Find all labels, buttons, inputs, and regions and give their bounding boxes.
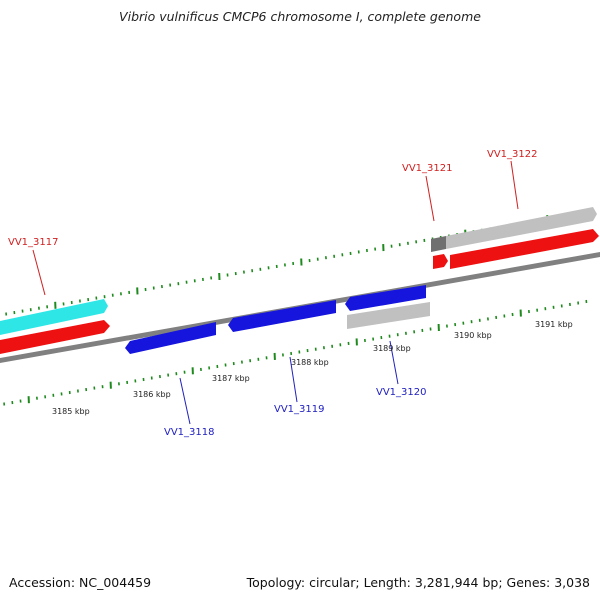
gene-block-gray-3120: [347, 302, 430, 329]
map-title: Vibrio vulnificus CMCP6 chromosome I, co…: [119, 9, 481, 24]
gene-label-vv1-3122: VV1_3122: [487, 149, 538, 160]
label-leaders: [32, 160, 519, 425]
leader-vv1-3121: [425, 175, 435, 222]
gene-label-vv1-3120: VV1_3120: [376, 387, 427, 398]
leader-vv1-3119: [289, 356, 298, 403]
kbp-label-3185: 3185 kbp: [52, 407, 90, 416]
gene-block-dark-gray: [431, 236, 446, 252]
kbp-label-3191: 3191 kbp: [535, 320, 573, 329]
gene-arrow-blue-3120: [345, 285, 426, 311]
gene-label-vv1-3121: VV1_3121: [402, 163, 453, 174]
gene-arrow-blue-3118: [125, 322, 216, 354]
forward-features: [0, 207, 599, 354]
gene-label-vv1-3118: VV1_3118: [164, 427, 215, 438]
genome-summary-text: Topology: circular; Length: 3,281,944 bp…: [246, 575, 590, 590]
accession-text: Accession: NC_004459: [9, 575, 152, 590]
gene-arrow-cyan: [0, 299, 108, 335]
gene-label-vv1-3117: VV1_3117: [8, 237, 59, 248]
gene-label-group: VV1_3117 VV1_3121 VV1_3122 VV1_3118 VV1_…: [8, 149, 538, 438]
gene-arrow-red-small: [433, 254, 448, 269]
reverse-tick-track: [3, 299, 588, 406]
gene-arrow-red-left: [0, 320, 110, 354]
leader-vv1-3118: [179, 377, 191, 425]
kbp-label-3190: 3190 kbp: [454, 331, 492, 340]
kbp-label-3186: 3186 kbp: [133, 390, 171, 399]
reverse-features: [125, 285, 430, 354]
kbp-label-3188: 3188 kbp: [291, 358, 329, 367]
kbp-label-3189: 3189 kbp: [373, 344, 411, 353]
gene-arrow-gray-top: [446, 207, 597, 249]
leader-vv1-3120: [389, 340, 399, 385]
gene-label-vv1-3119: VV1_3119: [274, 404, 325, 415]
leader-vv1-3117: [32, 249, 46, 296]
leader-vv1-3122: [510, 160, 519, 210]
kbp-label-group: 3185 kbp 3186 kbp 3187 kbp 3188 kbp 3189…: [52, 320, 573, 416]
gene-arrow-red-right: [450, 229, 599, 269]
kbp-label-3187: 3187 kbp: [212, 374, 250, 383]
gene-arrow-blue-3119: [228, 300, 336, 332]
